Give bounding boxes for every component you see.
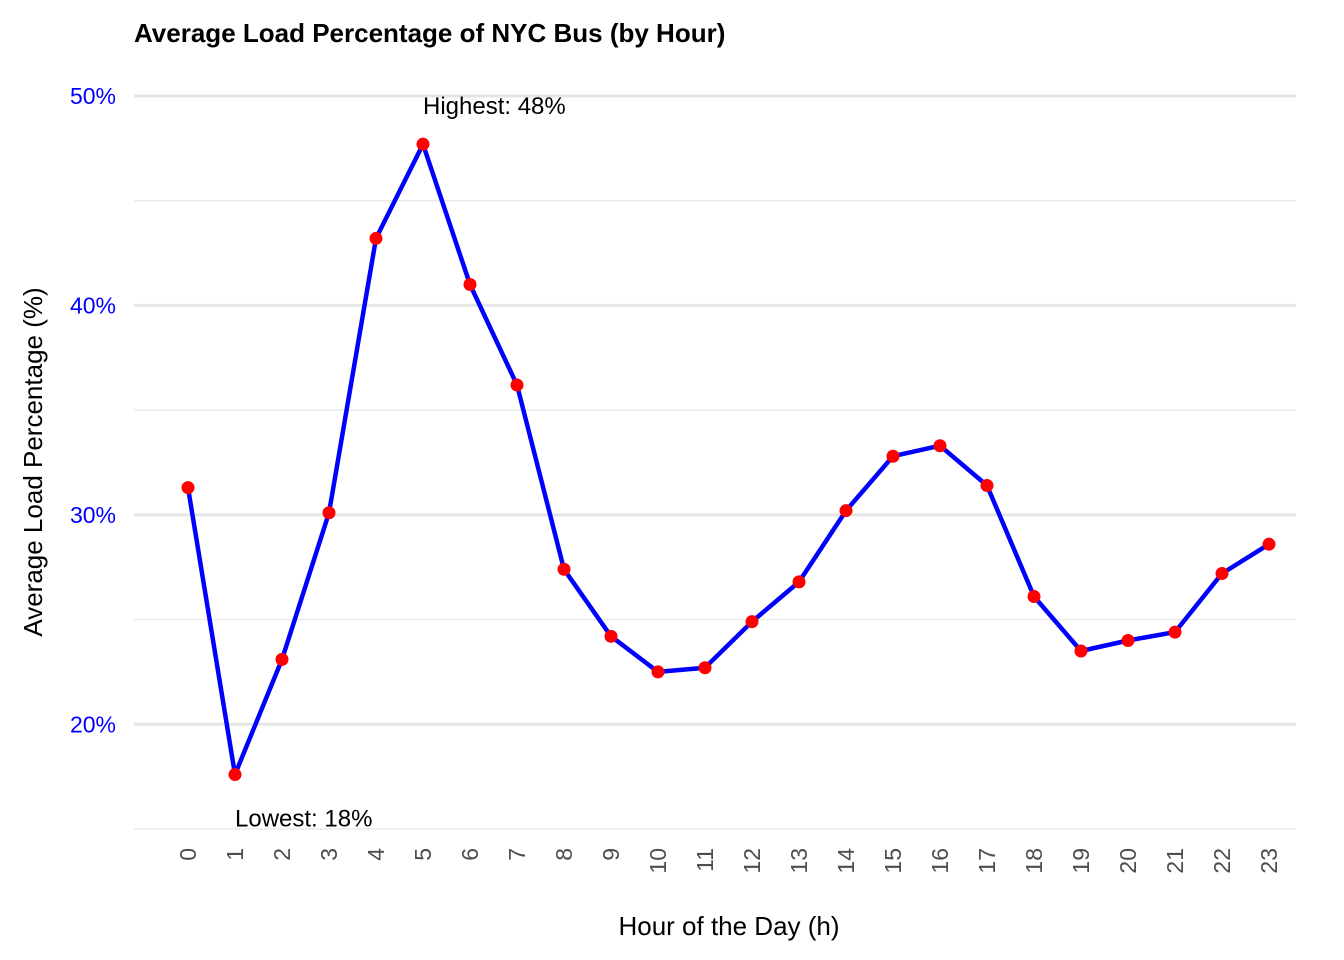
data-point [557, 562, 571, 576]
x-tick-label: 0 [175, 848, 201, 861]
x-tick-label: 15 [880, 848, 906, 874]
x-tick-label: 17 [974, 848, 1000, 874]
lowest-annotation: Lowest: 18% [235, 806, 372, 833]
grid-lines [134, 94, 1296, 830]
data-point [1074, 644, 1088, 658]
data-point [1168, 625, 1182, 639]
x-tick-label: 11 [692, 848, 718, 872]
data-point [886, 449, 900, 463]
x-tick-label: 23 [1256, 848, 1282, 874]
x-tick-label: 20 [1115, 848, 1141, 874]
y-axis-title: Average Load Percentage (%) [18, 287, 48, 636]
data-point [1121, 634, 1135, 648]
data-point [651, 665, 665, 679]
series-layer [181, 137, 1276, 782]
data-point [181, 481, 195, 495]
x-tick-label: 6 [457, 848, 483, 861]
series-line [185, 141, 1271, 777]
data-point [698, 661, 712, 675]
x-tick-label: 12 [739, 848, 765, 874]
y-tick-label: 50% [70, 83, 116, 109]
x-tick-label: 14 [833, 848, 859, 874]
y-tick-label: 20% [70, 711, 116, 737]
y-axis: 20% 30% 40% 50% [70, 83, 116, 737]
x-tick-label: 18 [1021, 848, 1047, 874]
data-point [369, 231, 383, 245]
x-tick-label: 7 [504, 848, 530, 861]
data-point [839, 504, 853, 518]
x-tick-label: 21 [1162, 848, 1188, 874]
data-point [1027, 590, 1041, 604]
data-point [510, 378, 524, 392]
x-tick-label: 1 [222, 848, 248, 861]
x-tick-label: 13 [786, 848, 812, 874]
x-tick-label: 8 [551, 848, 577, 861]
data-point [980, 479, 994, 493]
data-point [933, 439, 947, 453]
annotations: Highest: 48% Lowest: 18% [235, 93, 566, 832]
y-tick-label: 40% [70, 292, 116, 318]
x-tick-label: 2 [269, 848, 295, 861]
data-point [416, 137, 430, 151]
data-point [792, 575, 806, 589]
x-axis: 0 1 2 3 4 5 6 7 8 9 10 11 12 13 14 15 16 17 18 19 20 21 22 23 [175, 848, 1282, 874]
data-point [745, 615, 759, 629]
data-point [275, 652, 289, 666]
x-tick-label: 5 [410, 848, 436, 861]
data-point [228, 768, 242, 782]
highest-annotation: Highest: 48% [423, 93, 566, 120]
x-tick-label: 16 [927, 848, 953, 874]
data-point [1262, 537, 1276, 551]
x-tick-label: 10 [645, 848, 671, 874]
y-tick-label: 30% [70, 502, 116, 528]
x-tick-label: 9 [598, 848, 624, 861]
data-point [463, 277, 477, 291]
data-point [1215, 566, 1229, 580]
x-tick-label: 3 [316, 848, 342, 861]
x-tick-label: 22 [1209, 848, 1235, 874]
x-tick-label: 19 [1068, 848, 1094, 874]
chart-title: Average Load Percentage of NYC Bus (by H… [134, 18, 725, 48]
x-axis-title: Hour of the Day (h) [618, 911, 839, 941]
x-tick-label: 4 [363, 848, 389, 861]
data-point [604, 629, 618, 643]
data-point [322, 506, 336, 520]
